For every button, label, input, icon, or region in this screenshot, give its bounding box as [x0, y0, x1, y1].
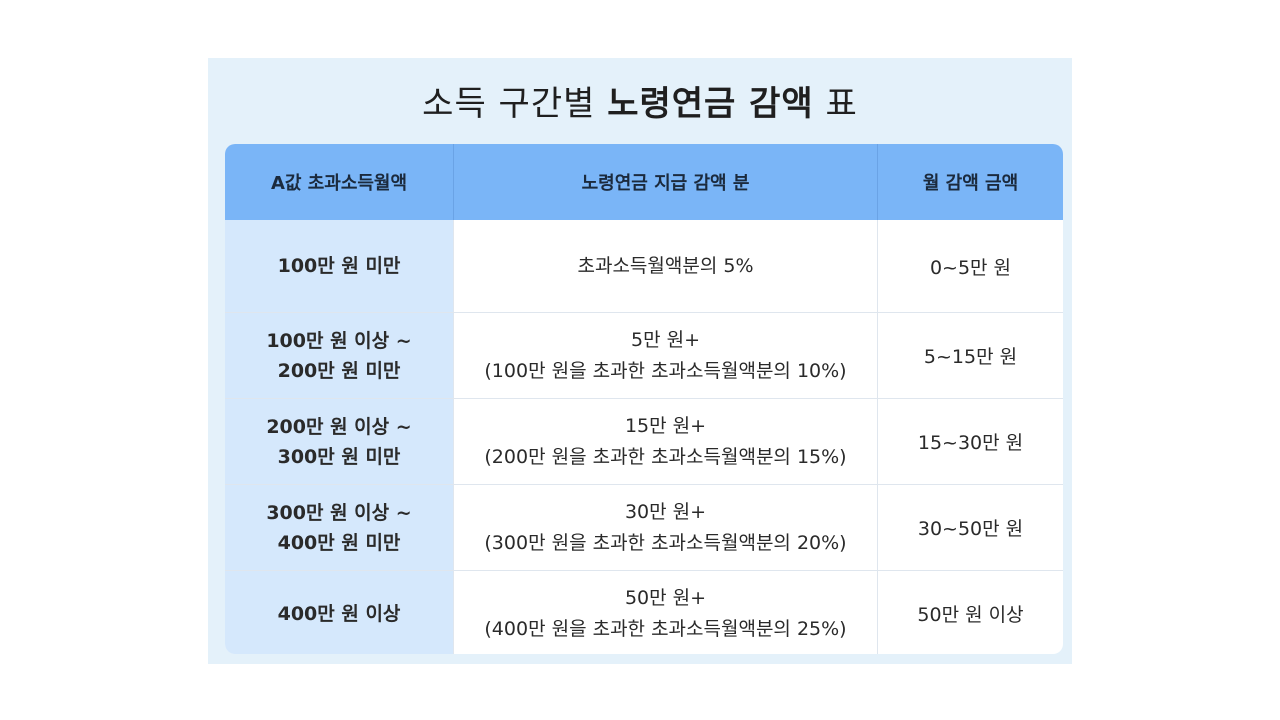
reduction-line: (300만 원을 초과한 초과소득월액분의 20%): [484, 531, 847, 554]
reduction-cell: 30만 원+ (300만 원을 초과한 초과소득월액분의 20%): [453, 485, 877, 570]
range-line: 300만 원 미만: [277, 445, 401, 468]
range-line: 200만 원 미만: [277, 359, 401, 382]
header-income-range: A값 초과소득월액: [270, 173, 408, 194]
range-line: 400만 원 이상: [277, 602, 401, 625]
reduction-line: 50만 원+: [624, 586, 707, 609]
reduction-table: A값 초과소득월액 노령연금 지급 감액 분 월 감액 금액 100만 원 미만…: [225, 144, 1063, 654]
reduction-cell: 초과소득월액분의 5%: [453, 220, 877, 312]
table-header-row: A값 초과소득월액 노령연금 지급 감액 분 월 감액 금액: [225, 144, 1063, 220]
range-line: 400만 원 미만: [277, 531, 401, 554]
range-cell: 200만 원 이상 ~ 300만 원 미만: [225, 399, 453, 484]
amount-cell: 5~15만 원: [877, 313, 1063, 398]
page-title: 소득 구간별 노령연금 감액 표: [208, 76, 1072, 125]
amount-cell: 0~5만 원: [877, 220, 1063, 312]
table-row: 300만 원 이상 ~ 400만 원 미만 30만 원+ (300만 원을 초과…: [225, 484, 1063, 570]
reduction-line: 초과소득월액분의 5%: [577, 254, 754, 277]
table-row: 200만 원 이상 ~ 300만 원 미만 15만 원+ (200만 원을 초과…: [225, 398, 1063, 484]
range-line: 100만 원 이상 ~: [266, 329, 412, 352]
amount-cell: 50만 원 이상: [877, 571, 1063, 654]
reduction-line: 15만 원+: [624, 414, 707, 437]
amount-cell: 15~30만 원: [877, 399, 1063, 484]
reduction-line: (400만 원을 초과한 초과소득월액분의 25%): [484, 617, 847, 640]
title-part2: 표: [813, 84, 858, 124]
title-part1: 소득 구간별: [422, 84, 608, 124]
reduction-cell: 5만 원+ (100만 원을 초과한 초과소득월액분의 10%): [453, 313, 877, 398]
range-cell: 300만 원 이상 ~ 400만 원 미만: [225, 485, 453, 570]
range-cell: 100만 원 미만: [225, 220, 453, 312]
table-row: 100만 원 이상 ~ 200만 원 미만 5만 원+ (100만 원을 초과한…: [225, 312, 1063, 398]
reduction-line: (200만 원을 초과한 초과소득월액분의 15%): [484, 445, 847, 468]
title-bold: 노령연금 감액: [607, 84, 814, 124]
reduction-line: 5만 원+: [630, 328, 700, 351]
reduction-cell: 50만 원+ (400만 원을 초과한 초과소득월액분의 25%): [453, 571, 877, 654]
table-row: 400만 원 이상 50만 원+ (400만 원을 초과한 초과소득월액분의 2…: [225, 570, 1063, 654]
range-cell: 100만 원 이상 ~ 200만 원 미만: [225, 313, 453, 398]
range-line: 100만 원 미만: [277, 255, 401, 277]
infographic-panel: 소득 구간별 노령연금 감액 표 A값 초과소득월액 노령연금 지급 감액 분 …: [208, 58, 1072, 664]
reduction-line: (100만 원을 초과한 초과소득월액분의 10%): [484, 359, 847, 382]
header-monthly-amount: 월 감액 금액: [877, 144, 1063, 220]
range-line: 300만 원 이상 ~: [266, 501, 412, 524]
amount-cell: 30~50만 원: [877, 485, 1063, 570]
range-cell: 400만 원 이상: [225, 571, 453, 654]
reduction-line: 30만 원+: [624, 500, 707, 523]
table-row: 100만 원 미만 초과소득월액분의 5% 0~5만 원: [225, 220, 1063, 312]
range-line: 200만 원 이상 ~: [266, 415, 412, 438]
header-reduction: 노령연금 지급 감액 분: [453, 144, 877, 220]
reduction-cell: 15만 원+ (200만 원을 초과한 초과소득월액분의 15%): [453, 399, 877, 484]
